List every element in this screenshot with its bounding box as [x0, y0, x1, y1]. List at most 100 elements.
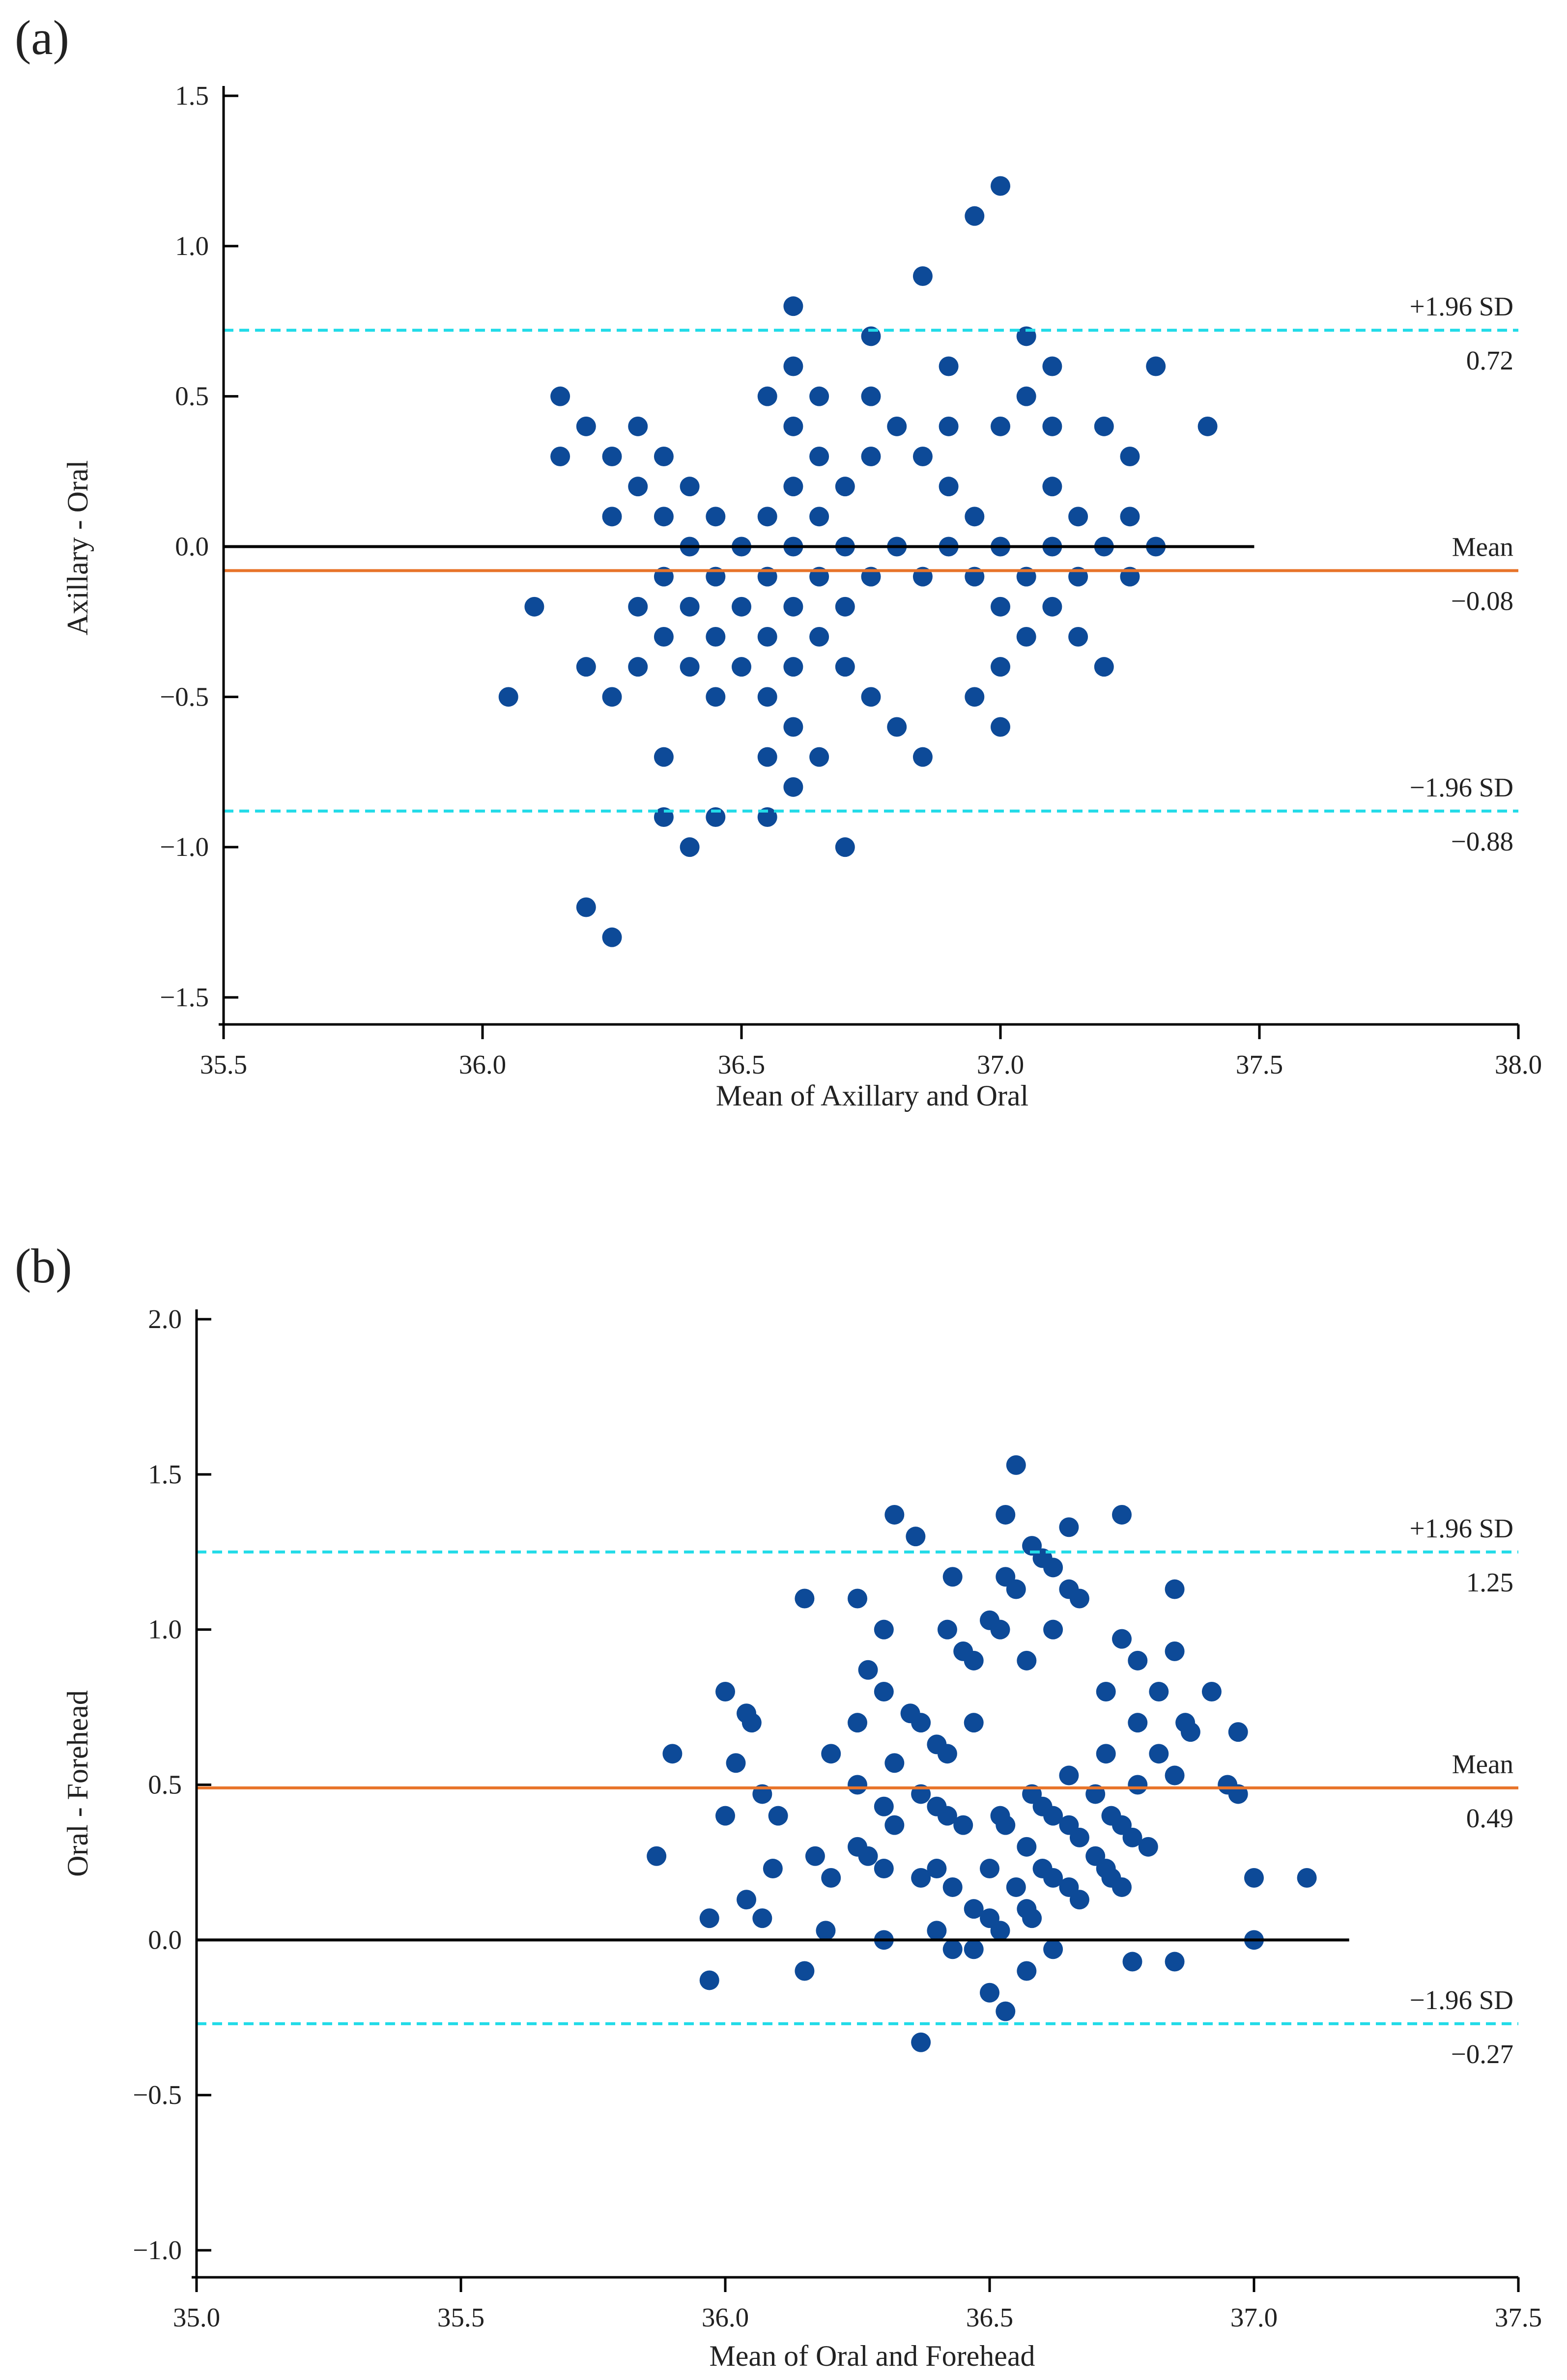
- data-point: [1017, 1837, 1037, 1857]
- data-point: [1197, 416, 1218, 436]
- reference-line-value: 0.49: [1466, 1803, 1513, 1833]
- data-point: [809, 627, 829, 647]
- data-point: [1059, 1517, 1079, 1537]
- data-point: [757, 386, 777, 406]
- data-point: [783, 596, 803, 617]
- x-tick-label: 36.5: [966, 2302, 1013, 2332]
- data-point: [1042, 596, 1062, 617]
- data-point: [757, 687, 777, 707]
- data-point: [996, 2001, 1016, 2021]
- data-point: [1022, 1908, 1042, 1928]
- data-point: [912, 747, 933, 767]
- y-tick-label: −1.5: [160, 982, 209, 1012]
- reference-line-value: −0.27: [1451, 2039, 1513, 2069]
- panel-b-reference-lines: +1.96 SD 1.25 Mean 0.49 −1.96 SD −0.27: [197, 1513, 1518, 2069]
- y-tick-label: 0.0: [175, 532, 209, 562]
- data-point: [939, 416, 959, 436]
- data-point: [1017, 1650, 1037, 1671]
- data-point: [809, 507, 829, 527]
- data-point: [783, 356, 803, 376]
- data-point: [996, 1815, 1016, 1835]
- data-point: [628, 416, 648, 436]
- data-point: [911, 2032, 931, 2052]
- x-tick-label: 37.0: [1230, 2302, 1278, 2332]
- data-point: [816, 1921, 836, 1941]
- panel-a-label: (a): [15, 10, 69, 65]
- data-point: [654, 627, 674, 647]
- data-point: [783, 416, 803, 436]
- reference-line-label: +1.96 SD: [1410, 1513, 1513, 1543]
- data-point: [1244, 1868, 1264, 1888]
- data-point: [1043, 1939, 1063, 1959]
- data-point: [795, 1588, 815, 1609]
- data-point: [715, 1806, 735, 1826]
- data-point: [809, 747, 829, 767]
- data-point: [1228, 1722, 1248, 1742]
- x-tick-label: 35.5: [437, 2302, 484, 2332]
- data-point: [1016, 386, 1036, 406]
- data-point: [937, 1619, 957, 1640]
- data-point: [654, 747, 674, 767]
- data-point: [628, 477, 648, 497]
- panel-b-x-axis-label: Mean of Oral and Forehead: [709, 2340, 1035, 2372]
- data-point: [884, 1815, 905, 1835]
- data-point: [1068, 507, 1088, 527]
- data-point: [602, 447, 622, 466]
- data-point: [1096, 1744, 1116, 1764]
- y-tick-label: 1.0: [175, 231, 209, 261]
- data-point: [783, 717, 803, 737]
- data-point: [680, 657, 700, 677]
- data-point: [662, 1744, 683, 1764]
- data-point: [783, 657, 803, 677]
- data-point: [1165, 1765, 1185, 1785]
- reference-line-value: −0.08: [1451, 586, 1513, 616]
- data-point: [991, 416, 1010, 436]
- panel-b-axes: 35.0 35.5 36.0 36.5 37.0 37.5 2.0 1.5 1.0 0.5 0.0 −…: [133, 1304, 1542, 2332]
- data-point: [737, 1890, 757, 1910]
- data-point: [795, 1961, 815, 1981]
- data-point: [1094, 657, 1114, 677]
- x-tick-label: 37.0: [977, 1049, 1024, 1079]
- data-point: [768, 1806, 788, 1826]
- y-tick-label: −1.0: [133, 2235, 182, 2265]
- data-point: [965, 507, 985, 527]
- data-point: [906, 1527, 926, 1547]
- data-point: [964, 1650, 984, 1671]
- y-tick-label: 1.0: [148, 1615, 182, 1644]
- data-point: [953, 1815, 973, 1835]
- data-point: [858, 1846, 878, 1866]
- data-point: [1006, 1877, 1026, 1897]
- data-point: [1297, 1868, 1317, 1888]
- data-point: [1112, 1629, 1132, 1649]
- data-point: [912, 447, 933, 466]
- x-tick-label: 36.5: [718, 1049, 765, 1079]
- x-tick-label: 35.0: [173, 2302, 220, 2332]
- data-point: [1112, 1504, 1132, 1525]
- data-point: [964, 1713, 984, 1733]
- data-point: [1149, 1682, 1169, 1701]
- data-point: [699, 1908, 719, 1928]
- data-point: [602, 927, 622, 947]
- data-point: [809, 447, 829, 466]
- data-point: [1112, 1877, 1132, 1897]
- x-tick-label: 36.0: [702, 2302, 749, 2332]
- data-point: [990, 1619, 1010, 1640]
- data-point: [699, 1970, 719, 1990]
- data-point: [848, 1775, 867, 1795]
- data-point: [1006, 1455, 1026, 1475]
- data-point: [752, 1908, 772, 1928]
- x-tick-label: 36.0: [459, 1049, 506, 1079]
- data-point: [912, 266, 933, 286]
- x-tick-label: 37.5: [1236, 1049, 1283, 1079]
- data-point: [884, 1504, 905, 1525]
- data-point: [835, 837, 855, 857]
- data-point: [1069, 1827, 1089, 1847]
- data-point: [757, 507, 777, 527]
- y-tick-label: −0.5: [133, 2080, 182, 2110]
- data-point: [628, 657, 648, 677]
- data-point: [927, 1921, 947, 1941]
- data-point: [1043, 1619, 1063, 1640]
- panel-b-points: [647, 1455, 1317, 2052]
- data-point: [680, 477, 700, 497]
